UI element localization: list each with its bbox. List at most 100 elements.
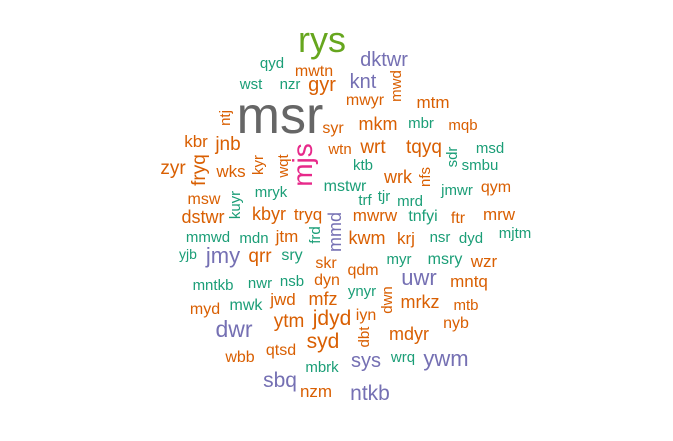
word-nfs: nfs bbox=[417, 167, 434, 187]
word-mwd: mwd bbox=[388, 70, 405, 102]
word-mbr: mbr bbox=[408, 115, 434, 132]
word-sry: sry bbox=[281, 247, 302, 264]
word-ktb: ktb bbox=[353, 157, 373, 174]
word-mkm: mkm bbox=[359, 114, 398, 134]
word-mwyr: mwyr bbox=[346, 92, 385, 109]
word-dyd: dyd bbox=[459, 230, 483, 247]
word-wrt: wrt bbox=[359, 137, 386, 158]
word-mrkz: mrkz bbox=[401, 292, 440, 312]
word-jdyd: jdyd bbox=[312, 307, 352, 330]
word-mrd: mrd bbox=[397, 193, 423, 210]
word-mstwr: mstwr bbox=[324, 178, 367, 195]
word-mntq: mntq bbox=[450, 272, 488, 291]
word-gyr: gyr bbox=[308, 74, 336, 96]
word-qdm: qdm bbox=[347, 262, 378, 279]
word-myr: myr bbox=[387, 251, 412, 268]
word-msry: msry bbox=[428, 251, 463, 268]
word-myd: myd bbox=[190, 301, 220, 318]
word-yjb: yjb bbox=[179, 246, 197, 262]
word-nwr: nwr bbox=[248, 275, 272, 292]
word-nyb: nyb bbox=[443, 315, 469, 332]
word-mqb: mqb bbox=[448, 117, 477, 134]
word-tqyq: tqyq bbox=[406, 137, 442, 158]
word-rys: rys bbox=[298, 19, 346, 60]
word-ntj: ntj bbox=[217, 110, 234, 126]
word-jwd: jwd bbox=[269, 290, 296, 309]
word-mtm: mtm bbox=[416, 93, 449, 112]
word-wbb: wbb bbox=[224, 349, 254, 366]
word-ntkb: ntkb bbox=[350, 382, 390, 405]
word-dyn: dyn bbox=[314, 272, 340, 289]
word-qtsd: qtsd bbox=[266, 342, 296, 359]
word-skr: skr bbox=[315, 255, 337, 272]
word-mfz: mfz bbox=[309, 289, 338, 309]
word-qrr: qrr bbox=[248, 246, 272, 267]
word-nzm: nzm bbox=[300, 382, 332, 401]
word-kwm: kwm bbox=[349, 228, 386, 248]
word-syr: syr bbox=[322, 120, 344, 137]
word-iyn: iyn bbox=[356, 307, 376, 324]
word-mjtm: mjtm bbox=[499, 225, 532, 242]
word-kbyr: kbyr bbox=[252, 204, 286, 224]
word-fryq: fryq bbox=[189, 154, 210, 186]
word-mdn: mdn bbox=[239, 230, 268, 247]
word-jtm: jtm bbox=[275, 227, 299, 246]
word-trf: trf bbox=[358, 192, 372, 209]
word-msr: msr bbox=[237, 87, 324, 145]
word-mmd: mmd bbox=[325, 212, 345, 252]
word-sys: sys bbox=[351, 350, 381, 372]
word-msd: msd bbox=[476, 140, 504, 157]
word-mwtn: mwtn bbox=[295, 63, 333, 80]
word-zyr: zyr bbox=[160, 158, 186, 179]
word-qym: qym bbox=[481, 179, 511, 196]
word-sbq: sbq bbox=[263, 369, 297, 392]
word-tjr: tjr bbox=[378, 188, 391, 205]
word-nsr: nsr bbox=[430, 229, 451, 246]
word-mjs: mjs bbox=[287, 143, 318, 187]
word-mryk: mryk bbox=[255, 184, 288, 201]
word-mmwd: mmwd bbox=[186, 229, 230, 246]
word-knt: knt bbox=[350, 71, 377, 93]
word-mntkb: mntkb bbox=[193, 277, 234, 294]
word-jmy: jmy bbox=[205, 243, 240, 268]
word-sdr: sdr bbox=[444, 147, 461, 168]
word-ynyr: ynyr bbox=[348, 283, 376, 300]
word-jnb: jnb bbox=[214, 134, 240, 155]
word-frd: frd bbox=[307, 226, 324, 244]
word-dstwr: dstwr bbox=[181, 207, 224, 227]
word-qyd: qyd bbox=[260, 55, 284, 72]
word-jmwr: jmwr bbox=[440, 182, 473, 199]
word-kbr: kbr bbox=[184, 132, 208, 151]
word-kuyr: kuyr bbox=[227, 191, 244, 219]
word-wqt: wqt bbox=[275, 153, 292, 178]
word-wtn: wtn bbox=[327, 141, 351, 158]
word-tryq: tryq bbox=[294, 205, 322, 224]
word-msw: msw bbox=[188, 191, 221, 208]
word-nzr: nzr bbox=[280, 76, 301, 93]
word-mrw: mrw bbox=[483, 205, 516, 224]
word-mbrk: mbrk bbox=[305, 359, 339, 376]
word-syd: syd bbox=[307, 330, 340, 353]
word-mdyr: mdyr bbox=[389, 324, 429, 344]
word-dwn: dwn bbox=[379, 286, 396, 314]
word-ytm: ytm bbox=[274, 311, 305, 332]
word-dbt: dbt bbox=[356, 326, 373, 348]
word-mwk: mwk bbox=[230, 297, 264, 314]
word-dktwr: dktwr bbox=[360, 49, 408, 71]
word-uwr: uwr bbox=[401, 265, 436, 290]
word-smbu: smbu bbox=[462, 157, 499, 174]
word-mwrw: mwrw bbox=[353, 206, 398, 225]
word-kyr: kyr bbox=[250, 155, 267, 175]
word-ywm: ywm bbox=[423, 346, 468, 371]
word-wzr: wzr bbox=[470, 252, 498, 271]
word-wrq: wrq bbox=[390, 349, 415, 366]
word-wks: wks bbox=[215, 162, 245, 181]
word-mtb: mtb bbox=[453, 297, 478, 314]
word-ftr: ftr bbox=[451, 210, 466, 227]
word-wrk: wrk bbox=[383, 167, 413, 187]
word-dwr: dwr bbox=[215, 316, 252, 342]
word-nsb: nsb bbox=[280, 273, 304, 290]
word-wst: wst bbox=[239, 76, 263, 93]
word-tnfyi: tnfyi bbox=[408, 208, 437, 225]
